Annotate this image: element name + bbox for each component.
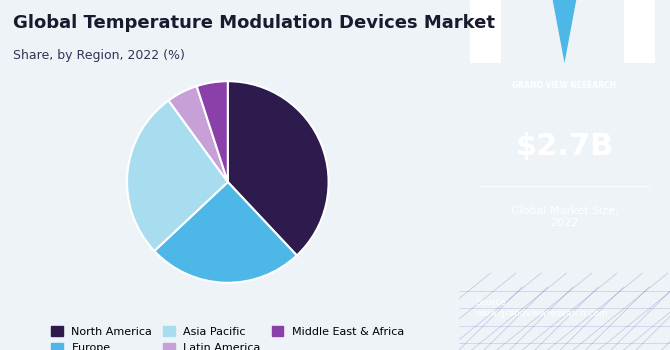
Wedge shape [169, 86, 228, 182]
FancyBboxPatch shape [624, 0, 655, 63]
Polygon shape [549, 0, 580, 63]
FancyBboxPatch shape [470, 0, 501, 63]
Legend: North America, Europe, Asia Pacific, Latin America, Middle East & Africa: North America, Europe, Asia Pacific, Lat… [47, 322, 409, 350]
Text: $2.7B: $2.7B [515, 133, 614, 161]
Text: Source:
www.grandviewresearch.com: Source: www.grandviewresearch.com [476, 298, 609, 318]
Wedge shape [197, 81, 228, 182]
Text: Global Temperature Modulation Devices Market: Global Temperature Modulation Devices Ma… [13, 14, 495, 32]
Wedge shape [228, 81, 328, 256]
Wedge shape [127, 100, 228, 251]
Text: Share, by Region, 2022 (%): Share, by Region, 2022 (%) [13, 49, 186, 62]
Wedge shape [154, 182, 297, 283]
Text: GRAND VIEW RESEARCH: GRAND VIEW RESEARCH [513, 80, 616, 90]
Text: Global Market Size,
2022: Global Market Size, 2022 [511, 206, 618, 228]
